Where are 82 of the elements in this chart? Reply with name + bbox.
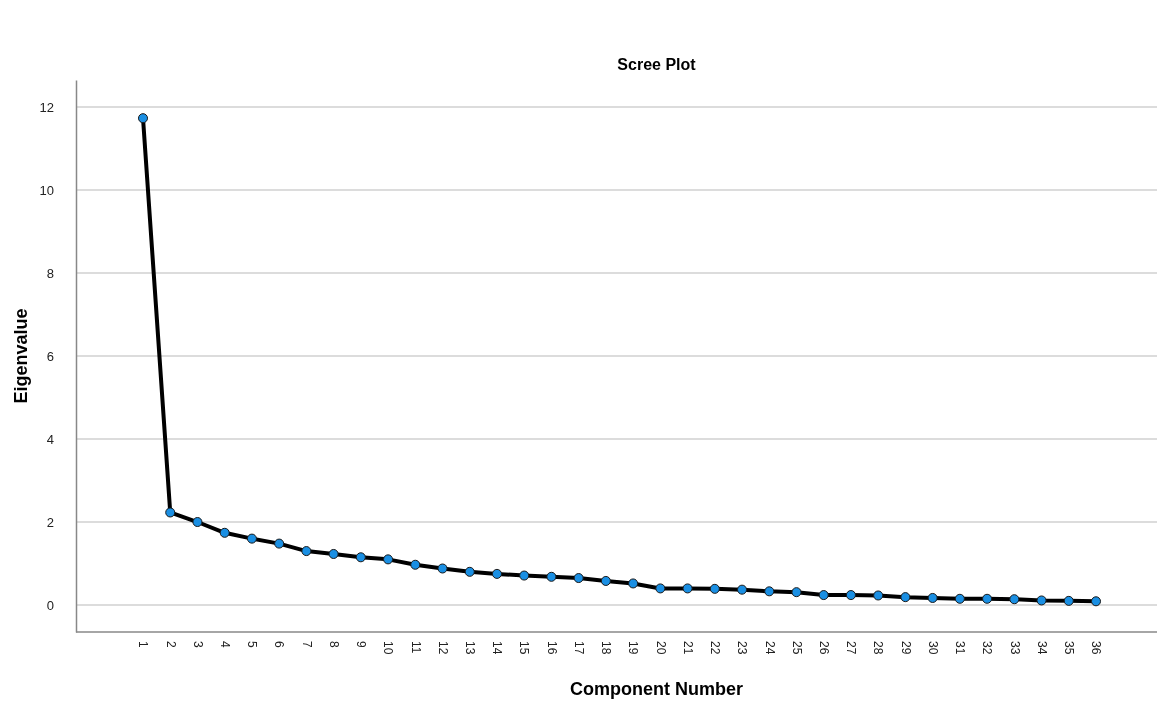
- x-tick-label: 5: [245, 641, 260, 648]
- x-tick-label: 31: [953, 641, 968, 655]
- point: [954, 593, 965, 604]
- x-tick-label: 3: [190, 641, 205, 648]
- y-axis-title: Eigenvalue: [11, 308, 31, 404]
- x-axis-title: Component Number: [570, 679, 743, 699]
- point: [845, 590, 856, 601]
- point: [982, 593, 993, 604]
- point: [328, 548, 339, 559]
- x-tick-label: 28: [871, 641, 886, 655]
- point: [600, 575, 611, 586]
- x-tick-label: 27: [844, 641, 859, 655]
- point: [274, 538, 285, 549]
- point: [546, 571, 557, 582]
- point: [519, 570, 530, 581]
- x-tick-label: 14: [490, 641, 505, 655]
- x-tick-label: 20: [653, 641, 668, 655]
- point: [464, 566, 475, 577]
- x-tick-label: 25: [789, 641, 804, 655]
- y-tick-label: 2: [46, 514, 54, 530]
- point: [1090, 596, 1102, 607]
- point: [301, 546, 312, 557]
- x-tick-label: 6: [272, 641, 287, 648]
- x-tick-label: 32: [980, 641, 995, 655]
- point: [246, 533, 257, 544]
- x-tick-label: 12: [435, 641, 450, 655]
- x-tick-label: 11: [408, 641, 423, 654]
- point: [137, 113, 149, 124]
- x-tick-label: 19: [626, 641, 641, 655]
- x-tick-label: 26: [817, 641, 832, 655]
- point: [927, 592, 938, 603]
- y-tick-label: 0: [46, 597, 54, 613]
- point: [1036, 595, 1047, 606]
- point: [682, 583, 693, 594]
- y-tick-label: 10: [39, 182, 54, 198]
- x-tick-label: 2: [163, 641, 178, 648]
- point: [737, 584, 748, 595]
- point: [791, 587, 802, 598]
- x-tick-label: 22: [708, 641, 723, 655]
- point: [873, 590, 884, 601]
- point: [437, 563, 448, 574]
- x-tick-label: 36: [1089, 641, 1104, 655]
- point: [165, 507, 176, 518]
- point: [355, 552, 366, 563]
- x-tick-label: 35: [1062, 641, 1077, 655]
- point: [818, 590, 829, 601]
- x-tick-label: 18: [599, 641, 614, 655]
- point: [573, 573, 584, 584]
- point: [628, 578, 639, 589]
- y-tick-label: 8: [46, 265, 54, 281]
- point: [192, 517, 203, 528]
- x-tick-label: 1: [136, 641, 151, 648]
- point: [1063, 595, 1074, 606]
- x-tick-label: 10: [381, 641, 396, 655]
- point: [655, 583, 666, 594]
- x-tick-label: 16: [544, 641, 559, 655]
- x-tick-label: 33: [1007, 641, 1022, 655]
- x-tick-label: 34: [1034, 641, 1049, 655]
- chart-title: Scree Plot: [617, 56, 697, 73]
- x-tick-label: 21: [680, 641, 695, 655]
- x-tick-label: 4: [217, 641, 232, 648]
- y-tick-label: 4: [46, 431, 54, 447]
- x-tick-label: 9: [354, 641, 369, 648]
- x-tick-label: 7: [299, 641, 314, 648]
- x-tick-label: 29: [898, 641, 913, 655]
- x-tick-label: 24: [762, 641, 777, 655]
- x-tick-label: 13: [463, 641, 478, 655]
- y-tick-label: 12: [39, 99, 54, 115]
- point: [219, 527, 230, 538]
- point: [410, 559, 421, 570]
- y-tick-label: 6: [46, 348, 54, 364]
- point: [709, 583, 720, 594]
- point: [383, 554, 394, 565]
- x-tick-label: 15: [517, 641, 532, 655]
- x-tick-label: 23: [735, 641, 750, 655]
- point: [1009, 594, 1020, 605]
- point: [764, 586, 775, 597]
- x-tick-label: 8: [326, 641, 341, 648]
- point: [900, 592, 911, 603]
- x-tick-label: 30: [925, 641, 940, 655]
- x-tick-label: 17: [571, 641, 586, 655]
- point: [491, 568, 502, 579]
